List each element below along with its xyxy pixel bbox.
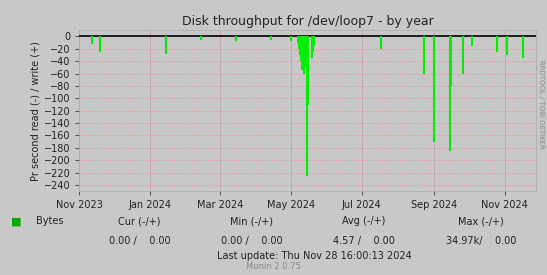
Text: Cur (-/+): Cur (-/+) [118,216,161,226]
Text: Last update: Thu Nov 28 16:00:13 2024: Last update: Thu Nov 28 16:00:13 2024 [217,251,412,261]
Text: 0.00 /    0.00: 0.00 / 0.00 [109,236,170,246]
Text: ■: ■ [11,216,21,226]
Text: 4.57 /    0.00: 4.57 / 0.00 [333,236,395,246]
Text: RRDTOOL / TOBI OETIKER: RRDTOOL / TOBI OETIKER [538,60,544,149]
Text: Avg (-/+): Avg (-/+) [342,216,386,226]
Text: Munin 2.0.75: Munin 2.0.75 [246,262,301,271]
Text: Bytes: Bytes [36,216,63,226]
Title: Disk throughput for /dev/loop7 - by year: Disk throughput for /dev/loop7 - by year [182,15,434,28]
Text: 34.97k/    0.00: 34.97k/ 0.00 [446,236,516,246]
Text: Min (-/+): Min (-/+) [230,216,273,226]
Text: 0.00 /    0.00: 0.00 / 0.00 [221,236,282,246]
Y-axis label: Pr second read (-) / write (+): Pr second read (-) / write (+) [31,41,41,181]
Text: Max (-/+): Max (-/+) [458,216,504,226]
